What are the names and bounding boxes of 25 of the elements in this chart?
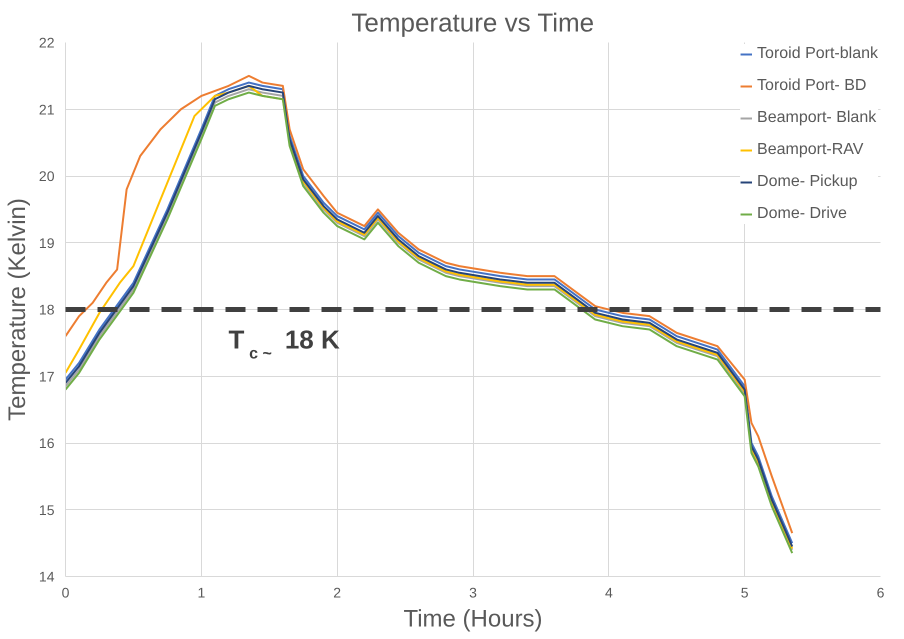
legend-label: Toroid Port-blank <box>757 45 878 63</box>
x-tick-label: 2 <box>333 584 342 600</box>
y-tick-label: 15 <box>38 502 55 518</box>
chart-title: Temperature vs Time <box>351 8 594 38</box>
y-tick-label: 21 <box>38 101 55 118</box>
legend-label: Beamport- Blank <box>757 109 876 127</box>
y-axis-title: Temperature (Kelvin) <box>4 198 31 421</box>
y-tick-label: 14 <box>38 568 55 584</box>
x-tick-label: 0 <box>62 584 70 600</box>
legend-label: Dome- Drive <box>757 205 847 223</box>
legend-label: Dome- Pickup <box>757 173 858 191</box>
legend-label: Toroid Port- BD <box>757 77 866 95</box>
y-tick-label: 22 <box>38 34 55 50</box>
y-tick-label: 16 <box>38 435 55 451</box>
x-axis-title: Time (Hours) <box>403 606 543 632</box>
x-tick-label: 6 <box>876 584 885 600</box>
y-tick-label: 20 <box>38 168 55 184</box>
x-tick-label: 3 <box>469 584 478 600</box>
x-tick-label: 5 <box>740 584 749 600</box>
y-tick-label: 17 <box>38 368 55 384</box>
legend-label: Beamport-RAV <box>757 141 864 159</box>
y-tick-label: 18 <box>38 302 55 318</box>
x-tick-label: 4 <box>604 584 613 600</box>
y-tick-label: 19 <box>38 234 55 251</box>
x-tick-label: 1 <box>197 584 206 600</box>
